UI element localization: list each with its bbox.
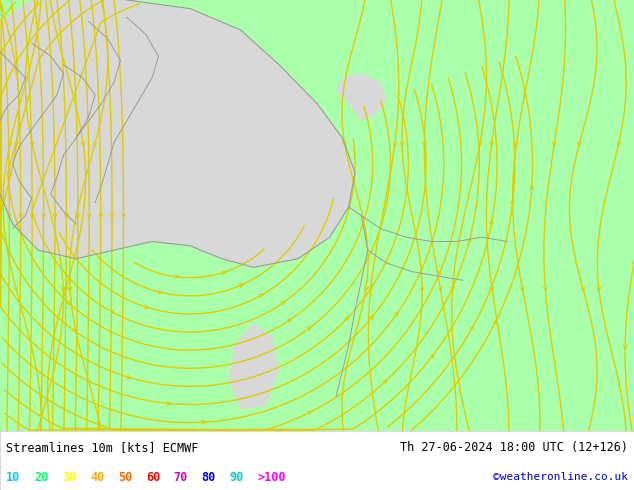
Text: 10: 10	[6, 470, 20, 484]
Text: Streamlines 10m [kts] ECMWF: Streamlines 10m [kts] ECMWF	[6, 441, 198, 454]
Text: 80: 80	[202, 470, 216, 484]
Text: 70: 70	[174, 470, 188, 484]
Text: 50: 50	[118, 470, 132, 484]
Polygon shape	[0, 0, 355, 268]
Text: >100: >100	[257, 470, 286, 484]
Polygon shape	[228, 323, 279, 410]
Text: Th 27-06-2024 18:00 UTC (12+126): Th 27-06-2024 18:00 UTC (12+126)	[399, 441, 628, 454]
Text: ©weatheronline.co.uk: ©weatheronline.co.uk	[493, 472, 628, 482]
Text: 40: 40	[90, 470, 104, 484]
Text: 60: 60	[146, 470, 160, 484]
Text: 20: 20	[34, 470, 48, 484]
Text: 30: 30	[62, 470, 76, 484]
Polygon shape	[336, 74, 387, 121]
Text: 90: 90	[230, 470, 243, 484]
